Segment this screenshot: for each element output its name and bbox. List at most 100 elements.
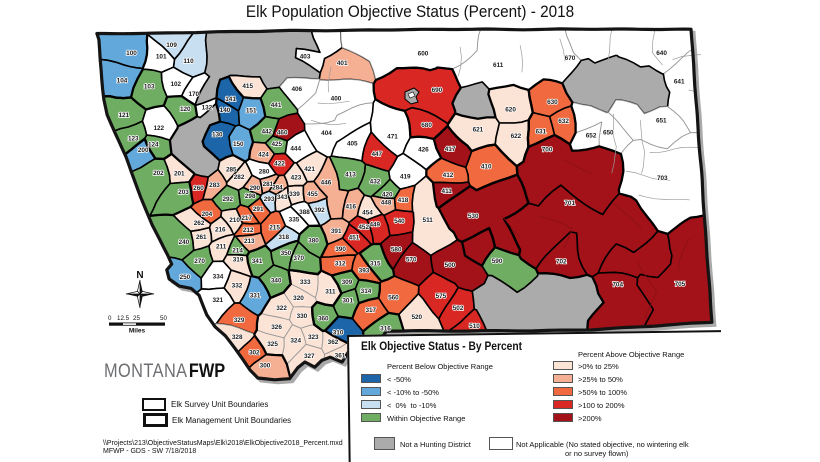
svg-text:580: 580 [391, 246, 402, 253]
svg-text:460: 460 [277, 129, 288, 136]
svg-text:611: 611 [493, 62, 504, 69]
svg-text:448: 448 [381, 199, 392, 206]
svg-text:400: 400 [331, 96, 342, 103]
svg-text:291: 291 [253, 206, 264, 213]
svg-text:Miles: Miles [129, 328, 146, 335]
svg-text:333: 333 [300, 279, 311, 286]
svg-text:418: 418 [398, 197, 409, 204]
svg-text:650: 650 [603, 129, 614, 136]
svg-text:141: 141 [225, 96, 236, 103]
svg-text:120: 120 [180, 106, 191, 113]
svg-text:319: 319 [233, 257, 244, 264]
svg-text:690: 690 [432, 87, 443, 94]
svg-text:216: 216 [215, 226, 226, 233]
svg-text:204: 204 [202, 211, 213, 218]
svg-text:388: 388 [299, 209, 310, 216]
svg-text:702: 702 [556, 259, 567, 266]
svg-text:210: 210 [229, 217, 240, 224]
svg-text:122: 122 [153, 125, 164, 132]
svg-text:327: 327 [304, 353, 315, 360]
svg-text:109: 109 [166, 42, 177, 49]
svg-text:631: 631 [535, 129, 546, 136]
svg-text:454: 454 [362, 210, 373, 217]
svg-text:281: 281 [263, 181, 274, 188]
svg-text:500: 500 [445, 262, 456, 269]
svg-text:701: 701 [564, 200, 575, 207]
svg-text:641: 641 [674, 79, 685, 86]
svg-text:441: 441 [271, 102, 282, 109]
svg-text:621: 621 [473, 127, 484, 134]
svg-text:651: 651 [656, 118, 667, 125]
svg-text:151: 151 [246, 108, 257, 115]
svg-text:332: 332 [232, 283, 243, 290]
svg-text:700: 700 [542, 146, 553, 153]
svg-text:200: 200 [138, 147, 149, 154]
svg-text:620: 620 [505, 107, 516, 114]
svg-text:703: 703 [657, 175, 668, 182]
svg-text:361: 361 [335, 353, 346, 360]
svg-text:471: 471 [387, 133, 398, 140]
svg-text:340: 340 [271, 278, 282, 285]
svg-text:324: 324 [290, 338, 301, 345]
svg-text:449: 449 [369, 222, 380, 229]
svg-text:416: 416 [345, 204, 356, 211]
svg-text:325: 325 [267, 341, 278, 348]
svg-text:309: 309 [342, 279, 353, 286]
svg-text:293: 293 [264, 196, 275, 203]
svg-text:261: 261 [196, 234, 207, 241]
svg-text:370: 370 [293, 255, 304, 262]
svg-text:201: 201 [174, 171, 185, 178]
svg-text:451: 451 [349, 234, 360, 241]
svg-text:215: 215 [269, 224, 280, 231]
svg-text:140: 140 [220, 107, 231, 114]
svg-text:101: 101 [156, 53, 167, 60]
svg-text:590: 590 [492, 258, 503, 265]
svg-text:520: 520 [411, 314, 422, 321]
svg-text:560: 560 [388, 294, 399, 301]
svg-text:424: 424 [258, 152, 269, 159]
svg-text:100: 100 [126, 50, 137, 57]
svg-text:330: 330 [297, 313, 308, 320]
svg-text:570: 570 [406, 257, 417, 264]
svg-text:102: 102 [170, 81, 181, 88]
svg-text:405: 405 [347, 140, 358, 147]
svg-text:705: 705 [675, 281, 686, 288]
svg-text:360: 360 [318, 315, 329, 322]
svg-text:406: 406 [291, 86, 302, 93]
svg-text:317: 317 [365, 307, 376, 314]
svg-text:323: 323 [308, 334, 319, 341]
svg-text:110: 110 [183, 58, 194, 65]
svg-text:511: 511 [423, 217, 434, 224]
svg-text:292: 292 [222, 196, 233, 203]
svg-text:404: 404 [321, 130, 332, 137]
svg-text:412: 412 [443, 172, 454, 179]
svg-text:290: 290 [249, 185, 260, 192]
svg-text:393: 393 [359, 268, 370, 275]
svg-text:380: 380 [308, 237, 319, 244]
svg-text:391: 391 [331, 228, 342, 235]
svg-text:413: 413 [345, 172, 356, 179]
svg-text:130: 130 [212, 131, 223, 138]
svg-text:331: 331 [250, 293, 261, 300]
svg-text:260: 260 [193, 185, 204, 192]
svg-text:301: 301 [342, 297, 353, 304]
svg-text:320: 320 [293, 295, 304, 302]
svg-text:419: 419 [400, 173, 411, 180]
svg-text:510: 510 [469, 323, 480, 330]
svg-text:302: 302 [249, 350, 260, 357]
svg-text:311: 311 [325, 288, 336, 295]
svg-text:540: 540 [394, 218, 405, 225]
svg-text:N: N [136, 270, 143, 281]
svg-text:104: 104 [117, 78, 128, 85]
svg-text:640: 640 [656, 50, 667, 57]
svg-text:442: 442 [261, 129, 272, 136]
svg-text:632: 632 [558, 118, 569, 125]
svg-text:421: 421 [304, 166, 315, 173]
svg-text:575: 575 [436, 293, 447, 300]
svg-text:121: 121 [118, 112, 129, 119]
svg-text:103: 103 [144, 83, 155, 90]
svg-text:392: 392 [314, 207, 325, 214]
svg-text:282: 282 [234, 174, 245, 181]
svg-text:132: 132 [202, 105, 213, 112]
svg-text:447: 447 [371, 151, 382, 158]
